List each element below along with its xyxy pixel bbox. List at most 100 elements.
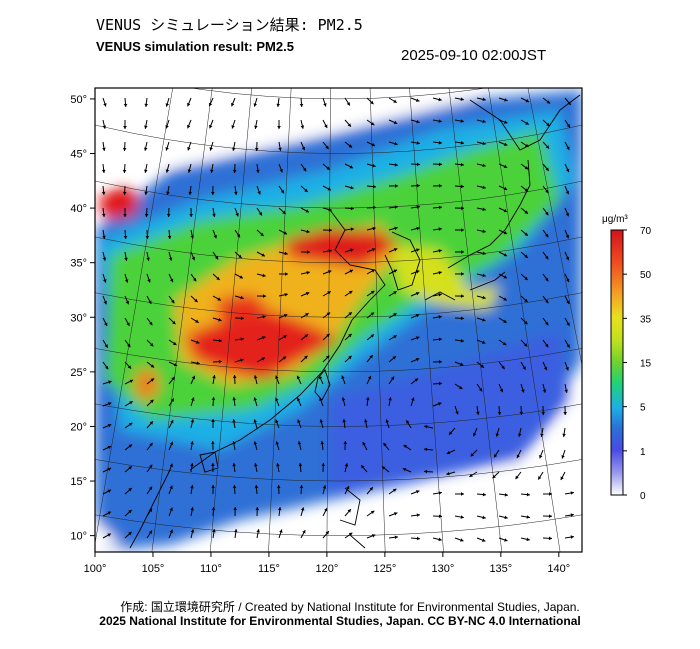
wind-arrowhead	[393, 512, 398, 516]
wind-arrowhead	[218, 359, 222, 364]
wind-arrowhead	[239, 275, 243, 279]
wind-arrowhead	[438, 337, 442, 342]
wind-arrowhead	[231, 102, 235, 107]
wind-arrowhead	[165, 169, 170, 173]
y-tick-label: 20°	[70, 421, 87, 433]
wind-arrowhead	[503, 142, 508, 146]
wind-arrowhead	[232, 169, 237, 173]
wind-arrowhead	[148, 486, 153, 491]
meridian-line	[369, 88, 386, 552]
wind-arrowhead	[254, 147, 259, 151]
wind-arrowhead	[320, 441, 325, 445]
colorbar-unit: μg/m³	[602, 214, 628, 225]
wind-arrowhead	[416, 141, 420, 145]
wind-arrowhead	[460, 184, 464, 189]
wind-arrowhead	[327, 291, 331, 295]
wind-arrowhead	[253, 419, 257, 423]
wind-arrowhead	[503, 230, 508, 235]
wind-arrowhead	[526, 515, 530, 519]
wind-arrowhead	[504, 538, 508, 542]
wind-arrowhead	[165, 147, 169, 151]
wind-arrowhead	[165, 103, 170, 107]
chart-title-english: VENUS simulation result: PM2.5	[96, 39, 294, 54]
wind-arrowhead	[275, 375, 279, 380]
wind-arrowhead	[168, 257, 173, 261]
wind-arrowhead	[170, 419, 174, 424]
colorbar: μg/m³ 70 50 35 15 5 1 0	[602, 214, 652, 502]
plot-frame	[94, 87, 583, 553]
wind-arrowhead	[415, 292, 420, 296]
wind-arrowhead	[211, 463, 215, 467]
wind-arrowhead	[438, 270, 442, 275]
wind-arrowhead	[446, 471, 450, 476]
meridian-line	[209, 88, 252, 552]
wind-arrowhead	[275, 397, 279, 402]
wind-arrowhead	[570, 535, 574, 539]
wind-arrowhead	[125, 300, 129, 305]
forecast-timestamp: 2025-09-10 02:00JST	[401, 47, 547, 64]
wind-arrowhead	[187, 124, 191, 129]
wind-arrowhead	[217, 297, 221, 301]
wind-arrowhead	[348, 333, 352, 338]
wind-arrowhead	[256, 529, 260, 533]
wind-arrowhead	[545, 189, 549, 194]
wind-arrowhead	[191, 256, 196, 261]
meridian-line	[527, 88, 582, 367]
wind-arrowhead	[502, 341, 507, 346]
wind-arrowhead	[190, 235, 195, 239]
wind-arrowhead	[212, 529, 216, 533]
wind-arrowhead	[300, 125, 305, 129]
wind-arrowhead	[460, 141, 464, 145]
wind-arrowhead	[438, 227, 442, 231]
x-tick-label: 115°	[258, 563, 280, 575]
wind-arrowhead	[255, 507, 260, 511]
wind-arrowhead	[501, 365, 505, 370]
wind-arrowhead	[173, 362, 178, 367]
wind-arrowhead	[416, 336, 420, 340]
wind-arrowhead	[516, 454, 520, 459]
wind-arrowhead	[503, 164, 508, 169]
y-tick-label: 40°	[70, 203, 87, 215]
wind-arrowhead	[403, 444, 408, 449]
hotspot-sichuan	[215, 293, 268, 320]
wind-arrowhead	[460, 294, 464, 298]
wind-arrowhead	[371, 269, 375, 273]
wind-arrowhead	[187, 102, 191, 107]
wind-arrowhead	[103, 279, 107, 283]
wind-arrowhead	[283, 335, 287, 339]
wind-arrowhead	[191, 397, 195, 401]
wind-arrowhead	[169, 507, 173, 512]
wind-arrowhead	[371, 142, 376, 147]
wind-arrowhead	[258, 211, 262, 216]
wind-arrowhead	[438, 119, 442, 123]
wind-arrowhead	[234, 529, 238, 533]
wind-arrowhead	[342, 419, 347, 423]
parallel-line	[95, 124, 582, 154]
wind-arrowhead	[146, 257, 150, 261]
wind-arrowhead	[275, 419, 279, 424]
wind-arrowhead	[107, 445, 112, 450]
concentration-field	[95, 88, 582, 552]
wind-arrowhead	[107, 423, 112, 428]
wind-arrowhead	[256, 169, 260, 173]
wind-arrowhead	[195, 319, 199, 323]
wind-arrowhead	[394, 226, 398, 231]
wind-arrowhead	[370, 100, 374, 105]
wind-arrowhead	[232, 397, 236, 401]
wind-arrowhead	[416, 205, 420, 209]
x-tick-label: 135°	[489, 563, 512, 575]
wind-arrowhead	[545, 167, 549, 171]
wind-arrowhead	[519, 411, 524, 415]
x-tick-label: 130°	[431, 563, 454, 575]
wind-arrowhead	[438, 249, 442, 253]
wind-arrowhead	[350, 248, 354, 252]
wind-arrowhead	[126, 322, 130, 326]
hainan-coastline	[199, 451, 219, 473]
wind-arrowhead	[394, 184, 398, 188]
wind-arrowhead	[262, 273, 266, 278]
wind-arrowhead	[460, 316, 464, 321]
wind-arrowhead	[458, 385, 463, 390]
wind-arrowhead	[548, 514, 552, 519]
wind-arrowhead	[104, 344, 108, 348]
wind-arrowhead	[524, 320, 528, 325]
